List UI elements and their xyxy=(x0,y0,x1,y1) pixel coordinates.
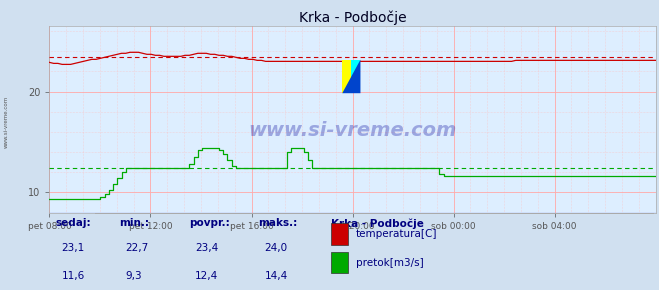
FancyBboxPatch shape xyxy=(331,252,349,273)
Text: www.si-vreme.com: www.si-vreme.com xyxy=(248,121,457,140)
Text: povpr.:: povpr.: xyxy=(189,218,229,228)
Text: temperatura[C]: temperatura[C] xyxy=(356,229,437,239)
Text: 12,4: 12,4 xyxy=(195,271,218,281)
Text: 22,7: 22,7 xyxy=(125,243,148,253)
Text: maks.:: maks.: xyxy=(258,218,298,228)
Text: 9,3: 9,3 xyxy=(125,271,142,281)
Text: 14,4: 14,4 xyxy=(265,271,288,281)
Text: sedaj:: sedaj: xyxy=(55,218,91,228)
Text: pretok[m3/s]: pretok[m3/s] xyxy=(356,258,423,268)
Text: 24,0: 24,0 xyxy=(265,243,288,253)
Text: min.:: min.: xyxy=(119,218,149,228)
Title: Krka - Podbočje: Krka - Podbočje xyxy=(299,10,407,25)
Text: 11,6: 11,6 xyxy=(61,271,85,281)
Text: 23,1: 23,1 xyxy=(61,243,85,253)
FancyBboxPatch shape xyxy=(351,60,360,93)
FancyBboxPatch shape xyxy=(342,60,360,93)
Text: 23,4: 23,4 xyxy=(195,243,218,253)
Polygon shape xyxy=(342,60,360,93)
FancyBboxPatch shape xyxy=(331,223,349,245)
Text: www.si-vreme.com: www.si-vreme.com xyxy=(4,96,9,148)
Text: Krka - Podbočje: Krka - Podbočje xyxy=(331,218,424,229)
